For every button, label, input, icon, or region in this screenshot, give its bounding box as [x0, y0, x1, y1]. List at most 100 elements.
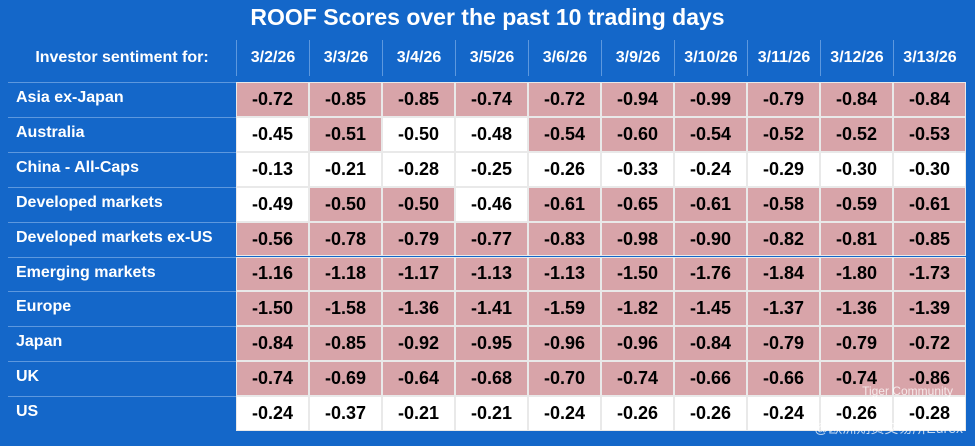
- value-cell: -0.52: [820, 116, 893, 152]
- value-cell: -0.24: [747, 396, 820, 431]
- value-cell: -0.84: [820, 82, 893, 117]
- value-cell: -0.79: [382, 221, 455, 257]
- value-cell: -0.26: [528, 151, 601, 187]
- value-cell: -0.68: [455, 361, 528, 397]
- value-cell: -0.79: [820, 326, 893, 362]
- value-cell: -0.84: [674, 326, 747, 362]
- column-header: 3/9/26: [601, 40, 674, 76]
- row-label: Australia: [8, 116, 236, 152]
- value-cell: -0.99: [674, 82, 747, 117]
- value-cell: -0.85: [893, 221, 966, 257]
- value-cell: -0.74: [820, 361, 893, 397]
- value-cell: -0.85: [382, 82, 455, 117]
- value-cell: -0.90: [674, 221, 747, 257]
- value-cell: -0.13: [236, 151, 309, 187]
- row-label: Developed markets ex-US: [8, 221, 236, 257]
- value-cell: -0.95: [455, 326, 528, 362]
- value-cell: -0.30: [820, 151, 893, 187]
- column-header: 3/6/26: [528, 40, 601, 76]
- value-cell: -0.61: [893, 186, 966, 222]
- column-header: 3/10/26: [674, 40, 747, 76]
- column-header: 3/11/26: [747, 40, 820, 76]
- value-cell: -0.96: [528, 326, 601, 362]
- value-cell: -1.80: [820, 256, 893, 292]
- value-cell: -0.83: [528, 221, 601, 257]
- value-cell: -0.72: [893, 326, 966, 362]
- column-header: 3/2/26: [236, 40, 309, 76]
- value-cell: -0.45: [236, 116, 309, 152]
- value-cell: -0.37: [309, 396, 382, 431]
- value-cell: -0.21: [455, 396, 528, 431]
- value-cell: -1.37: [747, 291, 820, 327]
- value-cell: -0.78: [309, 221, 382, 257]
- value-cell: -0.53: [893, 116, 966, 152]
- value-cell: -1.82: [601, 291, 674, 327]
- value-cell: -0.82: [747, 221, 820, 257]
- value-cell: -0.26: [601, 396, 674, 431]
- column-header: 3/4/26: [382, 40, 455, 76]
- value-cell: -0.26: [674, 396, 747, 431]
- value-cell: -1.58: [309, 291, 382, 327]
- value-cell: -0.33: [601, 151, 674, 187]
- value-cell: -0.50: [309, 186, 382, 222]
- value-cell: -0.21: [309, 151, 382, 187]
- value-cell: -0.77: [455, 221, 528, 257]
- row-label: Europe: [8, 291, 236, 326]
- value-cell: -1.13: [455, 256, 528, 292]
- value-cell: -0.94: [601, 82, 674, 117]
- row-label: Japan: [8, 326, 236, 361]
- value-cell: -1.16: [236, 256, 309, 292]
- value-cell: -1.41: [455, 291, 528, 327]
- value-cell: -0.49: [236, 186, 309, 222]
- value-cell: -0.74: [601, 361, 674, 397]
- value-cell: -1.36: [820, 291, 893, 327]
- value-cell: -0.24: [528, 396, 601, 431]
- value-cell: -0.79: [747, 82, 820, 117]
- value-cell: -1.18: [309, 256, 382, 292]
- column-header: 3/13/26: [893, 40, 966, 76]
- value-cell: -0.28: [893, 396, 966, 431]
- value-cell: -0.74: [236, 361, 309, 397]
- value-cell: -0.29: [747, 151, 820, 187]
- value-cell: -1.36: [382, 291, 455, 327]
- value-cell: -0.54: [674, 116, 747, 152]
- value-cell: -0.92: [382, 326, 455, 362]
- title: ROOF Scores over the past 10 trading day…: [250, 4, 725, 30]
- value-cell: -0.28: [382, 151, 455, 187]
- value-cell: -0.72: [236, 82, 309, 117]
- value-cell: -0.85: [309, 82, 382, 117]
- value-cell: -0.84: [236, 326, 309, 362]
- value-cell: -0.50: [382, 186, 455, 222]
- value-cell: -0.72: [528, 82, 601, 117]
- value-cell: -0.86: [893, 361, 966, 397]
- row-label: UK: [8, 361, 236, 396]
- watermark: Tiger Community: [862, 384, 953, 398]
- header-corner: Investor sentiment for:: [35, 49, 209, 66]
- value-cell: -0.81: [820, 221, 893, 257]
- row-label: Asia ex-Japan: [8, 82, 236, 117]
- watermark: @欧洲期货交易所Eurex: [814, 420, 963, 436]
- value-cell: -0.48: [455, 116, 528, 152]
- value-cell: -1.39: [893, 291, 966, 327]
- value-cell: -0.64: [382, 361, 455, 397]
- value-cell: -1.84: [747, 256, 820, 292]
- row-label: Developed markets: [8, 186, 236, 222]
- value-cell: -1.45: [674, 291, 747, 327]
- value-cell: -0.50: [382, 116, 455, 152]
- value-cell: -0.66: [747, 361, 820, 397]
- value-cell: -0.60: [601, 116, 674, 152]
- value-cell: -0.74: [455, 82, 528, 117]
- value-cell: -0.84: [893, 82, 966, 117]
- value-cell: -1.50: [236, 291, 309, 327]
- value-cell: -0.46: [455, 186, 528, 222]
- row-label: China - All-Caps: [8, 151, 236, 187]
- value-cell: -0.61: [528, 186, 601, 222]
- value-cell: -1.73: [893, 256, 966, 292]
- column-header: 3/12/26: [820, 40, 893, 76]
- value-cell: -0.59: [820, 186, 893, 222]
- value-cell: -0.52: [747, 116, 820, 152]
- value-cell: -0.96: [601, 326, 674, 362]
- value-cell: -0.65: [601, 186, 674, 222]
- value-cell: -1.50: [601, 256, 674, 292]
